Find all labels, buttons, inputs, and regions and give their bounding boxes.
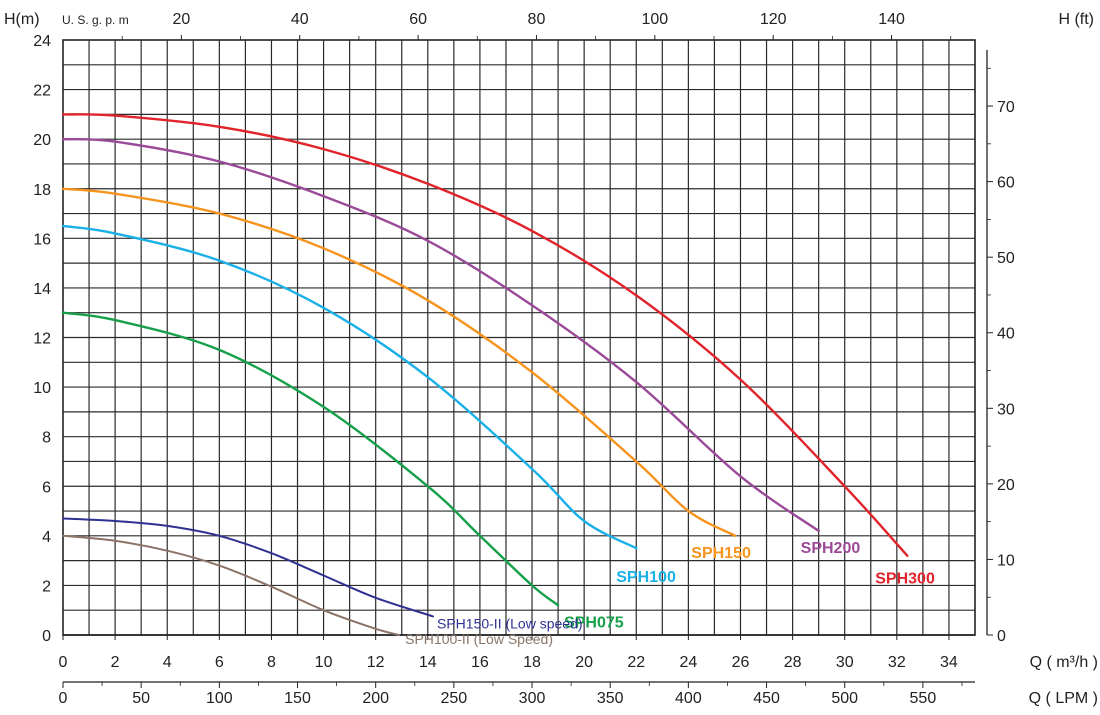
x-tick-label: 32 <box>888 654 906 671</box>
ft-tick-label: 30 <box>997 401 1015 418</box>
gpm-axis-title: U. S. g. p. m <box>62 13 129 27</box>
x-axis-title: Q ( m³/h ) <box>1030 654 1098 671</box>
series-label-sph200: SPH200 <box>801 540 861 557</box>
x-tick-label: 26 <box>732 654 750 671</box>
x-tick-label: 0 <box>59 654 68 671</box>
y-tick-label: 0 <box>42 628 51 645</box>
lpm-axis-title: Q ( LPM ) <box>1029 690 1098 707</box>
x-tick-label: 2 <box>111 654 120 671</box>
series-line-sph300 <box>61 113 909 557</box>
y-tick-label: 24 <box>33 33 51 50</box>
x-tick-label: 22 <box>627 654 645 671</box>
gpm-tick-label: 60 <box>409 11 427 28</box>
y-tick-label: 18 <box>33 182 51 199</box>
gpm-tick-label: 80 <box>528 11 546 28</box>
y-tick-label: 16 <box>33 231 51 248</box>
y-tick-label: 2 <box>42 578 51 595</box>
lpm-tick-label: 200 <box>362 690 389 707</box>
series-line-sph150 <box>61 187 737 537</box>
y-tick-label: 22 <box>33 83 51 100</box>
lpm-tick-label: 350 <box>597 690 624 707</box>
series-line-sph200 <box>61 137 820 533</box>
lpm-tick-label: 150 <box>284 690 311 707</box>
x-tick-label: 16 <box>471 654 489 671</box>
series-line-sph075 <box>61 311 560 607</box>
series-label-sph075: SPH075 <box>564 614 624 631</box>
x-tick-label: 34 <box>940 654 958 671</box>
ft-tick-label: 70 <box>997 99 1015 116</box>
x-tick-label: 14 <box>419 654 437 671</box>
series-label-sph100-ii-low-speed: SPH100-II (Low Speed) <box>405 631 553 647</box>
y-tick-label: 20 <box>33 132 51 149</box>
gpm-tick-label: 100 <box>641 11 668 28</box>
gpm-tick-label: 20 <box>172 11 190 28</box>
gpm-tick-label: 120 <box>760 11 787 28</box>
lpm-tick-label: 500 <box>831 690 858 707</box>
x-tick-label: 6 <box>215 654 224 671</box>
lpm-tick-label: 550 <box>910 690 937 707</box>
x-tick-label: 18 <box>523 654 541 671</box>
gpm-tick-label: 140 <box>878 11 905 28</box>
lpm-tick-label: 450 <box>753 690 780 707</box>
series-label-sph150: SPH150 <box>691 545 751 562</box>
y-tick-label: 12 <box>33 331 51 348</box>
y-axis-title: H(m) <box>4 11 40 28</box>
ft-tick-label: 60 <box>997 175 1015 192</box>
ft-tick-label: 20 <box>997 477 1015 494</box>
x-tick-label: 30 <box>836 654 854 671</box>
series-label-sph100: SPH100 <box>616 569 676 586</box>
ft-axis-title: H (ft) <box>1058 11 1094 28</box>
lpm-tick-label: 400 <box>675 690 702 707</box>
ft-tick-label: 40 <box>997 326 1015 343</box>
lpm-tick-label: 50 <box>132 690 150 707</box>
gpm-tick-label: 40 <box>291 11 309 28</box>
ft-tick-label: 50 <box>997 250 1015 267</box>
lpm-tick-label: 250 <box>441 690 468 707</box>
ft-tick-label: 10 <box>997 552 1015 569</box>
x-tick-label: 12 <box>367 654 385 671</box>
series-line-sph150-ii-low-speed <box>62 517 434 618</box>
series-label-sph150-ii-low-speed: SPH150-II (Low speed) <box>437 615 583 631</box>
y-tick-label: 8 <box>42 430 51 447</box>
y-tick-label: 4 <box>42 529 51 546</box>
lpm-tick-label: 300 <box>519 690 546 707</box>
series-line-sph100 <box>61 224 638 550</box>
y-tick-label: 6 <box>42 479 51 496</box>
series-label-sph300: SPH300 <box>875 571 935 588</box>
series-line-sph100-ii-low-speed <box>62 534 401 636</box>
x-tick-label: 20 <box>575 654 593 671</box>
x-tick-label: 24 <box>679 654 697 671</box>
ft-tick-label: 0 <box>997 628 1006 645</box>
x-tick-label: 10 <box>315 654 333 671</box>
x-tick-label: 4 <box>163 654 172 671</box>
y-tick-label: 14 <box>33 281 51 298</box>
x-tick-label: 28 <box>784 654 802 671</box>
y-tick-label: 10 <box>33 380 51 397</box>
lpm-tick-label: 100 <box>206 690 233 707</box>
x-tick-label: 8 <box>267 654 276 671</box>
lpm-tick-label: 0 <box>59 690 68 707</box>
